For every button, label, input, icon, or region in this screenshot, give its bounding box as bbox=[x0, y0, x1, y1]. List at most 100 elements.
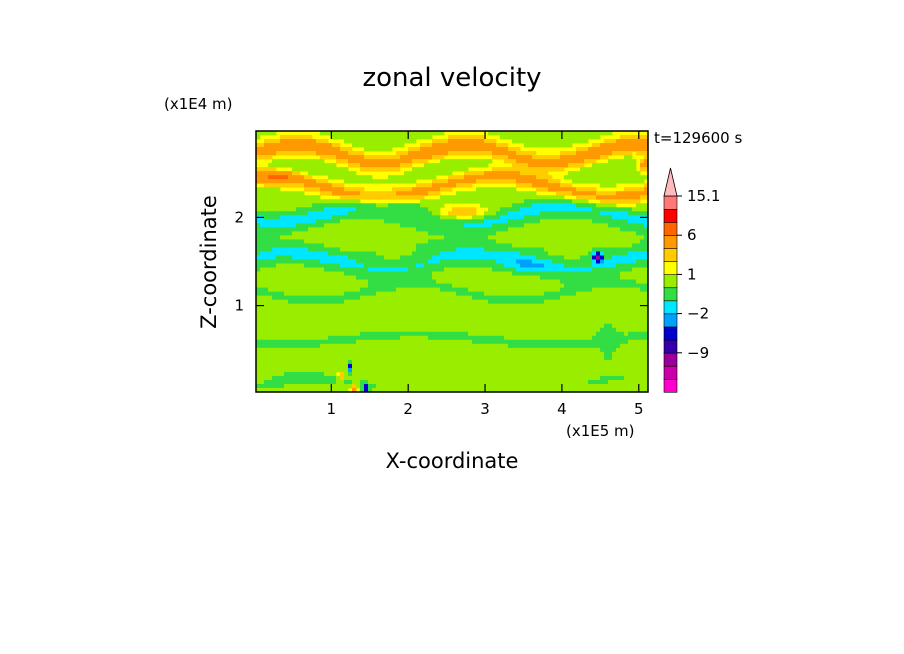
contour-cell bbox=[284, 351, 289, 357]
contour-cell bbox=[636, 255, 641, 260]
contour-cell bbox=[408, 195, 413, 200]
contour-cell bbox=[388, 235, 393, 240]
contour-cell bbox=[460, 227, 465, 232]
contour-cell bbox=[544, 131, 549, 136]
contour-cell bbox=[488, 347, 493, 353]
contour-cell bbox=[380, 223, 385, 228]
contour-cell bbox=[328, 131, 333, 136]
contour-cell bbox=[376, 227, 381, 232]
contour-cell bbox=[360, 331, 365, 337]
contour-cell bbox=[256, 339, 261, 345]
contour-cell bbox=[576, 231, 581, 236]
contour-cell bbox=[612, 327, 617, 333]
contour-cell bbox=[412, 207, 417, 212]
contour-cell bbox=[640, 315, 645, 321]
contour-cell bbox=[576, 151, 581, 156]
contour-cell bbox=[496, 195, 501, 200]
contour-cell bbox=[588, 187, 593, 192]
contour-cell bbox=[324, 147, 329, 152]
contour-cell bbox=[300, 319, 305, 325]
contour-cell bbox=[324, 279, 329, 284]
contour-cell bbox=[544, 267, 549, 272]
contour-cell bbox=[392, 191, 397, 196]
contour-cell bbox=[576, 295, 581, 301]
contour-cell bbox=[572, 215, 577, 220]
contour-cell bbox=[596, 331, 601, 337]
contour-cell bbox=[408, 155, 413, 160]
contour-cell bbox=[484, 335, 489, 341]
contour-cell bbox=[416, 331, 421, 337]
contour-cell bbox=[624, 163, 629, 168]
contour-cell bbox=[588, 243, 593, 248]
contour-cell bbox=[520, 223, 525, 228]
contour-cell bbox=[568, 215, 573, 220]
contour-cell bbox=[612, 227, 617, 232]
contour-cell bbox=[440, 307, 445, 313]
contour-cell bbox=[268, 263, 273, 268]
contour-cell bbox=[604, 171, 609, 176]
contour-cell bbox=[568, 183, 573, 188]
contour-cell bbox=[300, 287, 305, 293]
contour-cell bbox=[612, 339, 617, 345]
contour-cell bbox=[296, 251, 301, 256]
contour-cell bbox=[512, 139, 517, 144]
contour-cell bbox=[640, 223, 645, 228]
contour-cell bbox=[616, 295, 621, 301]
contour-cell bbox=[640, 211, 645, 216]
contour-cell bbox=[396, 287, 401, 293]
contour-cell bbox=[588, 311, 593, 317]
contour-cell bbox=[476, 339, 481, 345]
contour-cell bbox=[532, 155, 537, 160]
contour-cell bbox=[268, 267, 273, 272]
contour-cell bbox=[416, 287, 421, 293]
contour-cell bbox=[600, 339, 605, 345]
contour-cell bbox=[296, 203, 301, 208]
contour-cell bbox=[632, 275, 637, 280]
contour-cell bbox=[624, 215, 629, 220]
contour-cell bbox=[484, 287, 489, 293]
contour-cell bbox=[416, 159, 421, 164]
contour-cell bbox=[552, 183, 557, 188]
contour-cell bbox=[260, 311, 265, 317]
contour-cell bbox=[308, 291, 313, 297]
contour-cell bbox=[556, 279, 561, 284]
contour-cell bbox=[360, 271, 365, 276]
contour-cell bbox=[632, 279, 637, 284]
contour-cell bbox=[320, 171, 325, 176]
contour-cell bbox=[576, 283, 581, 288]
contour-cell bbox=[508, 171, 513, 176]
contour-cell bbox=[440, 287, 445, 293]
contour-cell bbox=[552, 255, 557, 260]
contour-cell bbox=[296, 211, 301, 216]
contour-cell bbox=[292, 163, 297, 168]
contour-cell bbox=[312, 231, 317, 236]
contour-cell bbox=[256, 287, 261, 293]
contour-cell bbox=[360, 267, 365, 272]
contour-cell bbox=[260, 271, 265, 276]
contour-cell bbox=[364, 307, 369, 313]
contour-cell bbox=[320, 319, 325, 325]
contour-cell bbox=[492, 215, 497, 220]
contour-cell bbox=[396, 187, 401, 192]
contour-cell bbox=[600, 315, 605, 321]
contour-cell bbox=[604, 211, 609, 216]
contour-cell bbox=[560, 231, 565, 236]
contour-cell bbox=[576, 343, 581, 349]
contour-cell bbox=[504, 271, 509, 276]
contour-cell bbox=[556, 143, 561, 148]
contour-cell bbox=[480, 347, 485, 353]
contour-cell bbox=[336, 291, 341, 297]
contour-cell bbox=[412, 135, 417, 140]
contour-cell bbox=[456, 243, 461, 248]
contour-cell bbox=[428, 247, 433, 252]
contour-cell bbox=[552, 215, 557, 220]
contour-cell bbox=[436, 163, 441, 168]
contour-cell bbox=[608, 251, 613, 256]
contour-cell bbox=[284, 191, 289, 196]
contour-cell bbox=[480, 247, 485, 252]
contour-cell bbox=[512, 215, 517, 220]
contour-cell bbox=[612, 287, 617, 293]
contour-cell bbox=[320, 227, 325, 232]
contour-cell bbox=[508, 315, 513, 321]
contour-cell bbox=[268, 143, 273, 148]
